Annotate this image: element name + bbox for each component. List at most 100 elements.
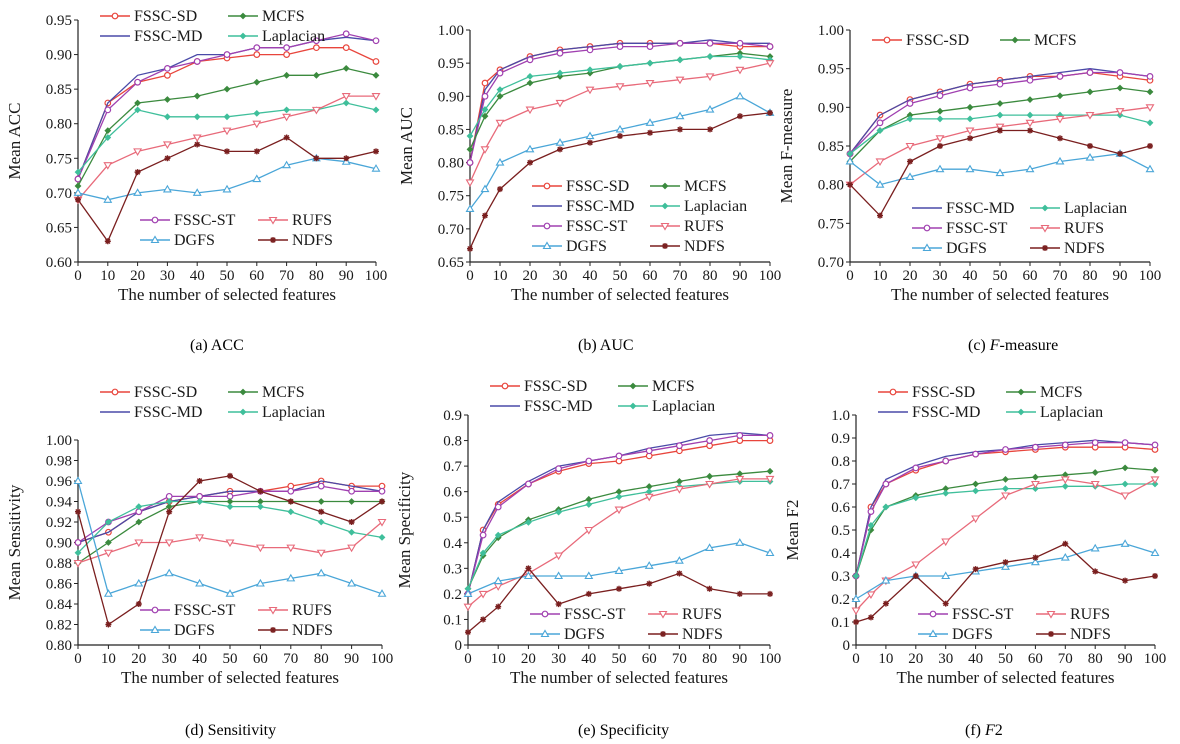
data-point-marker — [737, 113, 743, 120]
y-tick-label: 0.75 — [46, 151, 72, 167]
x-tick-label: 30 — [933, 268, 948, 284]
y-tick-label: 0.70 — [438, 222, 464, 238]
data-point-marker — [645, 118, 655, 126]
data-point-marker — [851, 607, 861, 616]
data-point-marker — [941, 571, 951, 580]
data-point-marker — [1091, 439, 1099, 447]
legend-entry-rufs: RUFS — [258, 212, 332, 229]
data-point-marker — [735, 66, 745, 75]
data-point-marker — [493, 576, 503, 585]
data-point-marker — [554, 571, 564, 580]
series-line — [849, 68, 1151, 155]
data-point-marker — [466, 159, 474, 166]
data-point-marker — [465, 179, 475, 188]
data-point-marker — [1090, 543, 1100, 552]
data-point-marker — [1025, 164, 1035, 173]
series-mcfs — [74, 65, 380, 190]
data-point-marker — [74, 182, 82, 190]
x-tick-label: 0 — [74, 268, 82, 284]
data-point-marker — [494, 503, 502, 511]
legend-entry-fssc-md: FSSC-MD — [100, 28, 202, 45]
data-point-marker — [287, 508, 295, 516]
data-point-marker — [705, 73, 715, 81]
legend-label: RUFS — [292, 212, 332, 229]
x-tick-label: 100 — [371, 651, 394, 667]
data-point-marker — [478, 590, 488, 599]
legend: FSSC-SD MCFS FSSC-MD Laplacian FSSC-ST RUFS DG… — [100, 8, 333, 249]
data-point-marker — [706, 437, 713, 444]
data-point-marker — [494, 531, 502, 539]
data-point-marker — [765, 475, 775, 484]
data-point-marker — [1026, 96, 1034, 103]
data-point-marker — [1061, 441, 1069, 449]
data-point-marker — [165, 498, 173, 505]
legend-swatch-marker — [658, 610, 668, 619]
data-point-marker — [287, 487, 295, 495]
data-point-marker — [193, 92, 201, 100]
data-point-marker — [736, 53, 744, 60]
y-tick-label: 0.82 — [46, 618, 72, 634]
legend-label: RUFS — [1070, 606, 1110, 623]
data-point-marker — [1117, 150, 1123, 157]
data-point-marker — [845, 156, 855, 165]
legend-label: MCFS — [684, 178, 727, 195]
data-point-marker — [972, 487, 979, 495]
legend-swatch-marker — [150, 625, 160, 634]
data-point-marker — [906, 100, 914, 107]
data-point-marker — [283, 134, 290, 141]
legend-label: FSSC-MD — [566, 198, 634, 215]
y-axis-title: Mean AUC — [397, 107, 416, 185]
data-point-marker — [342, 44, 350, 52]
data-point-marker — [736, 590, 743, 597]
data-point-marker — [372, 106, 380, 114]
data-point-marker — [1055, 156, 1065, 165]
x-tick-label: 80 — [702, 651, 717, 667]
data-point-marker — [882, 480, 890, 488]
data-point-marker — [526, 79, 534, 87]
data-point-marker — [1145, 104, 1155, 112]
data-point-marker — [164, 113, 171, 121]
data-point-marker — [972, 566, 979, 573]
data-point-marker — [379, 498, 385, 505]
x-tick-label: 90 — [339, 268, 354, 284]
data-point-marker — [226, 498, 234, 505]
legend-entry-laplacian: Laplacian — [1030, 200, 1127, 217]
panel-caption: (a) ACC — [190, 337, 244, 354]
data-point-marker — [996, 111, 1004, 119]
legend-entry-fssc-md: FSSC-MD — [490, 398, 592, 415]
legend-label: NDFS — [292, 232, 333, 249]
y-tick-label: 0.85 — [438, 122, 464, 138]
y-tick-label: 0.65 — [438, 255, 464, 271]
legend-label: FSSC-SD — [134, 8, 197, 25]
legend-label: DGFS — [566, 238, 607, 255]
data-point-marker — [555, 465, 562, 473]
legend-label: Laplacian — [262, 28, 325, 45]
x-tick-label: 80 — [703, 268, 718, 284]
y-tick-label: 0.2 — [443, 587, 462, 603]
legend-label: FSSC-MD — [134, 404, 202, 421]
data-point-marker — [555, 508, 562, 516]
y-tick-label: 0.70 — [46, 186, 72, 202]
legend-entry-mcfs: MCFS — [618, 378, 695, 395]
legend-label: Laplacian — [652, 398, 715, 415]
chart-panel-5: 0 10 20 30 40 50 60 70 80 90 100 0 0.1 0.2 0.3 0.4 0.5 0.… — [395, 378, 781, 687]
data-point-marker — [527, 159, 533, 166]
data-point-marker — [586, 66, 594, 74]
legend-swatch-marker — [1017, 408, 1025, 416]
data-point-marker — [133, 188, 143, 196]
panel-caption: (b) AUC — [578, 337, 634, 354]
y-tick-label: 0.75 — [438, 189, 464, 205]
x-tick-label: 90 — [344, 651, 359, 667]
legend-entry-dgfs: DGFS — [140, 622, 215, 639]
data-point-marker — [585, 590, 592, 597]
data-point-marker — [465, 629, 471, 636]
data-point-marker — [766, 432, 774, 439]
x-tick-label: 100 — [1144, 651, 1167, 667]
series-rufs — [463, 475, 775, 612]
data-point-marker — [1032, 485, 1039, 492]
data-point-marker — [584, 571, 594, 580]
series-laplacian — [74, 99, 380, 176]
data-point-marker — [313, 155, 320, 162]
legend-swatch-marker — [151, 606, 159, 614]
